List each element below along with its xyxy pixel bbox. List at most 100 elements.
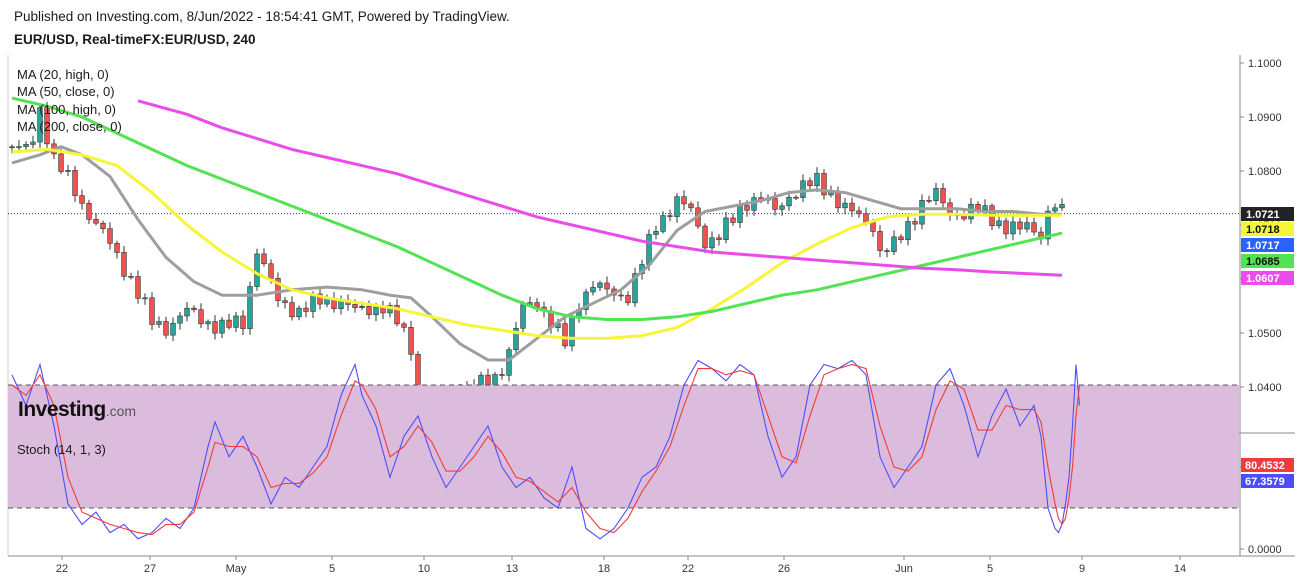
- ma-legend-item: MA (100, high, 0): [17, 101, 116, 117]
- candle: [632, 267, 638, 307]
- candle: [1038, 226, 1044, 245]
- candle-body: [898, 236, 904, 241]
- candle-body: [660, 215, 666, 232]
- candle: [877, 225, 883, 258]
- candle-body: [597, 282, 603, 288]
- candle-body: [30, 141, 36, 145]
- candle-body: [282, 300, 288, 303]
- stoch-d-line: [11, 363, 1081, 536]
- candle-body: [226, 319, 232, 328]
- candle: [156, 316, 162, 328]
- candle: [226, 313, 232, 330]
- candle: [149, 292, 155, 331]
- price-tick-label: 1.0800: [1248, 166, 1282, 178]
- candle: [856, 206, 862, 218]
- price-labels: 1.0721 1.0718 1.0717 1.0685 1.0607: [1241, 207, 1294, 285]
- candle: [513, 321, 519, 356]
- candle-body: [737, 205, 743, 223]
- candle-body: [261, 253, 267, 265]
- price-label-text: 1.0721: [1246, 209, 1280, 221]
- candle-body: [16, 146, 22, 148]
- candle: [23, 141, 29, 150]
- candle-body: [569, 316, 575, 347]
- candle: [135, 270, 141, 304]
- candle: [688, 201, 694, 213]
- candle: [1010, 215, 1016, 241]
- price-label-text: 1.0685: [1246, 256, 1280, 268]
- candle-body: [240, 315, 246, 329]
- candle-body: [800, 180, 806, 198]
- candle-body: [674, 196, 680, 217]
- candle-body: [653, 231, 659, 235]
- stoch-value-box: [1241, 458, 1294, 472]
- candlestick-series: [9, 101, 1065, 408]
- candle: [177, 311, 183, 330]
- candle: [37, 103, 43, 148]
- candle: [604, 276, 610, 295]
- stoch-k-line: [11, 359, 1081, 540]
- candle: [394, 299, 400, 327]
- candle: [681, 190, 687, 211]
- candle-body: [870, 222, 876, 232]
- candle-body: [275, 278, 281, 301]
- candle-body: [905, 221, 911, 241]
- candle: [93, 212, 99, 226]
- candle-body: [1045, 210, 1051, 240]
- candle-body: [884, 250, 890, 252]
- candle: [905, 215, 911, 246]
- candle: [891, 230, 897, 256]
- candle-body: [394, 305, 400, 325]
- candle-body: [681, 196, 687, 205]
- candle: [653, 225, 659, 240]
- logo-suffix: .com: [105, 403, 137, 419]
- candle: [79, 189, 85, 210]
- candle: [1059, 198, 1065, 211]
- candle-body: [1024, 222, 1030, 230]
- candle: [520, 301, 526, 334]
- candle-body: [366, 305, 372, 316]
- candle: [114, 240, 120, 259]
- candle-body: [254, 253, 260, 287]
- candle: [730, 213, 736, 226]
- ma-legend-item: MA (20, high, 0): [17, 67, 109, 82]
- candle: [940, 183, 946, 210]
- candle: [72, 165, 78, 202]
- candle: [282, 297, 288, 309]
- candle-body: [135, 276, 141, 299]
- candle: [317, 287, 323, 310]
- candle: [170, 317, 176, 341]
- stoch-tick-label: 0.0000: [1248, 544, 1282, 556]
- candle: [121, 246, 127, 281]
- price-label-box: [1241, 271, 1294, 285]
- candle: [261, 248, 267, 267]
- candle-body: [317, 293, 323, 305]
- candle: [562, 317, 568, 349]
- candle: [716, 234, 722, 246]
- candle-body: [37, 107, 43, 143]
- candle-body: [842, 202, 848, 209]
- candle-body: [779, 205, 785, 210]
- candle: [800, 174, 806, 203]
- candle: [506, 346, 512, 382]
- candle-body: [1052, 207, 1058, 212]
- candle: [779, 202, 785, 216]
- candle: [912, 217, 918, 231]
- candle-body: [926, 200, 932, 202]
- candle-body: [835, 191, 841, 209]
- candle: [233, 311, 239, 333]
- candle-body: [520, 304, 526, 329]
- candle: [926, 195, 932, 204]
- candle: [660, 211, 666, 234]
- candle-body: [156, 321, 162, 325]
- candle-body: [23, 144, 29, 147]
- ma-line: [11, 96, 1063, 321]
- candle: [380, 300, 386, 320]
- candle-body: [744, 205, 750, 211]
- candle-body: [933, 188, 939, 201]
- candle: [674, 193, 680, 223]
- candle: [667, 209, 673, 222]
- symbol-title: EUR/USD, Real-timeFX:EUR/USD, 240: [14, 32, 256, 47]
- candle-body: [9, 146, 15, 148]
